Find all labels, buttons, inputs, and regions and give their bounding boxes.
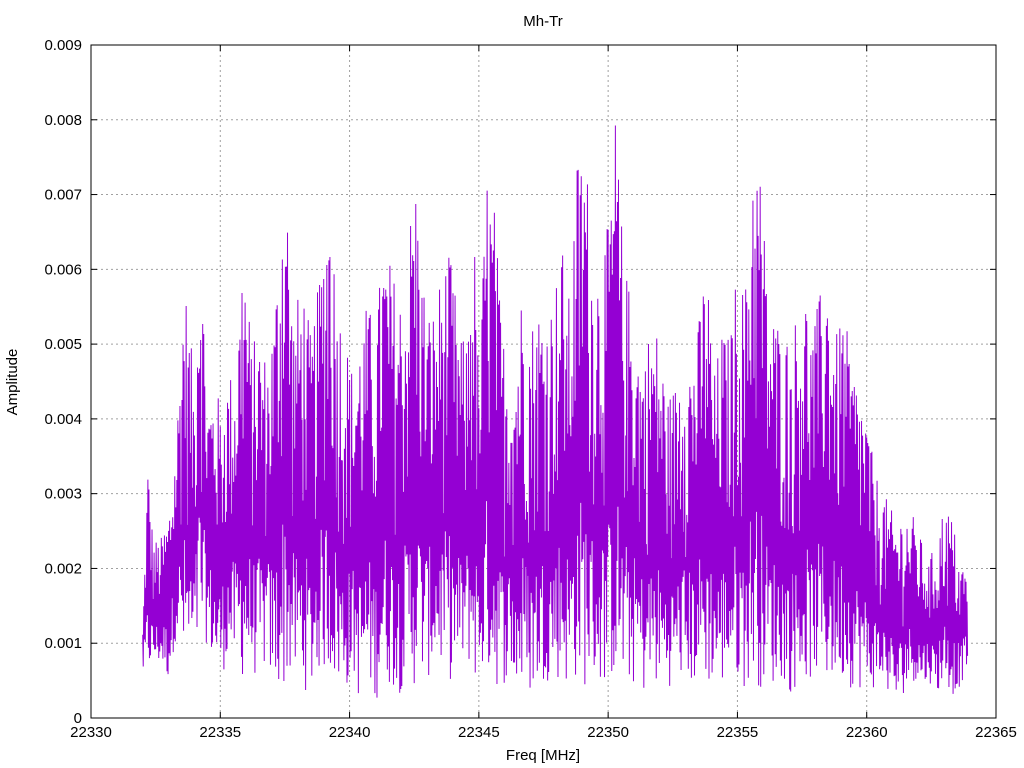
x-tick-label: 22355 (717, 724, 759, 741)
y-tick-label: 0.008 (44, 112, 82, 129)
x-tick-label: 22340 (329, 724, 371, 741)
y-tick-label: 0.007 (44, 187, 82, 204)
x-axis-label: Freq [MHz] (506, 747, 580, 764)
y-tick-label: 0.001 (44, 635, 82, 652)
x-tick-label: 22365 (975, 724, 1017, 741)
y-tick-label: 0.002 (44, 560, 82, 577)
x-tick-label: 22345 (458, 724, 500, 741)
y-tick-label: 0.004 (44, 411, 82, 428)
chart-title: Mh-Tr (523, 13, 562, 30)
y-tick-label: 0.005 (44, 336, 82, 353)
y-axis-label: Amplitude (4, 349, 21, 416)
y-tick-label: 0 (74, 710, 82, 727)
series-line (142, 125, 969, 698)
plot-frame (90, 44, 997, 719)
y-tick-label: 0.009 (44, 37, 82, 54)
axis-ticks: 22330 22335 22340 22345 22350 22355 22360 22365… (44, 37, 1016, 741)
series-amplitude (142, 125, 969, 698)
x-tick-label: 22360 (846, 724, 888, 741)
x-tick-label: 22350 (587, 724, 629, 741)
x-tick-label: 22330 (70, 724, 112, 741)
x-tick-label: 22335 (199, 724, 241, 741)
y-tick-label: 0.006 (44, 261, 82, 278)
y-tick-label: 0.003 (44, 486, 82, 503)
